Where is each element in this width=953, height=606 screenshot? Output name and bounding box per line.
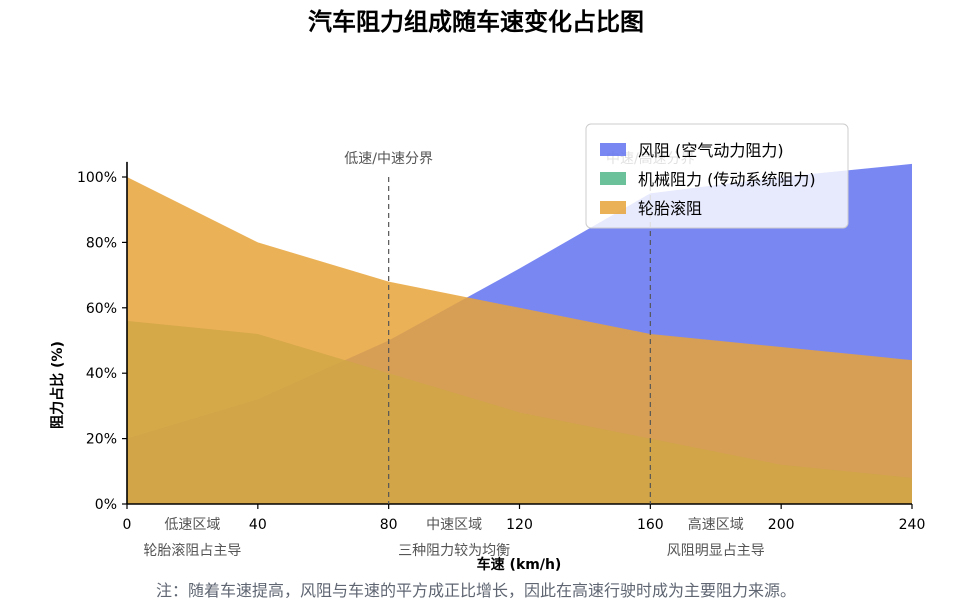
- areas-layer: [127, 163, 912, 505]
- y-tick-label: 100%: [77, 170, 117, 186]
- x-tick-label: 120: [506, 517, 533, 533]
- legend-label: 机械阻力 (传动系统阻力): [638, 170, 816, 189]
- legend-swatch: [600, 201, 626, 214]
- x-tick-label: 240: [899, 517, 926, 533]
- y-tick-label: 0%: [95, 497, 117, 513]
- legend-box: [585, 123, 849, 229]
- x-axis-label: 车速 (km/h): [477, 556, 562, 573]
- annotations-layer: 低速/中速分界中速/高速分界低速区域轮胎滚阻占主导中速区域三种阻力较为均衡高速区…: [143, 150, 764, 559]
- x-tick-label: 200: [768, 517, 795, 533]
- boundary-label: 低速/中速分界: [344, 151, 433, 167]
- area-series-2: [127, 177, 912, 504]
- footnote: 注：随着车速提高，风阻与车速的平方成正比增长，因此在高速行驶时成为主要阻力来源。: [156, 581, 796, 600]
- legend-label: 风阻 (空气动力阻力): [638, 141, 784, 160]
- y-tick-label: 60%: [86, 301, 117, 317]
- zone-name: 中速区域: [426, 517, 482, 533]
- y-tick-label: 40%: [86, 366, 117, 382]
- y-tick-label: 20%: [86, 432, 117, 448]
- y-tick-label: 80%: [86, 235, 117, 251]
- axes-layer: 0% 20% 40% 60% 80% 100% 0 40 80 120 160 200 240: [77, 161, 926, 533]
- legend-swatch: [600, 172, 626, 185]
- legend-label: 轮胎滚阻: [638, 199, 702, 218]
- zone-name: 高速区域: [688, 516, 744, 533]
- y-axis-label: 阻力占比 (%): [49, 341, 66, 429]
- zone-desc: 三种阻力较为均衡: [398, 543, 510, 559]
- legend: 风阻 (空气动力阻力) 机械阻力 (传动系统阻力) 轮胎滚阻: [585, 123, 849, 229]
- zone-desc: 轮胎滚阻占主导: [143, 542, 241, 559]
- x-tick-label: 80: [380, 517, 398, 533]
- chart-title: 汽车阻力组成随车速变化占比图: [308, 8, 644, 36]
- x-tick-label: 0: [123, 517, 132, 533]
- zone-desc: 风阻明显占主导: [667, 543, 765, 559]
- x-tick-label: 160: [637, 517, 664, 533]
- x-tick-label: 40: [249, 517, 267, 533]
- legend-swatch: [600, 143, 626, 156]
- zone-name: 低速区域: [164, 517, 220, 533]
